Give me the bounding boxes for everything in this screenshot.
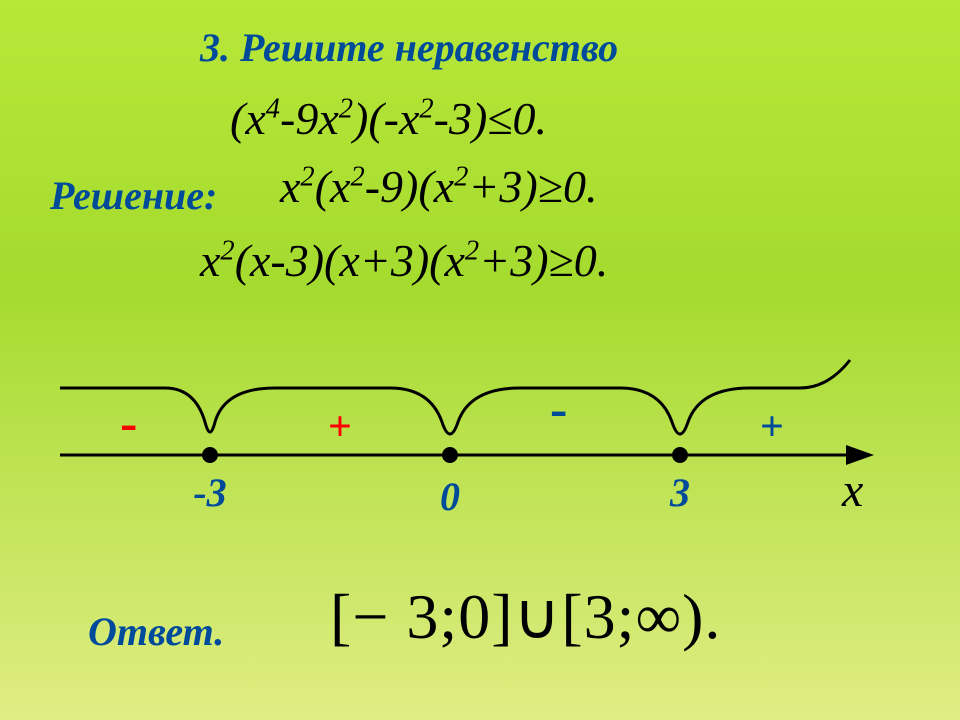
axis-point-label: 0 <box>440 474 460 519</box>
axis-variable-label: х <box>841 464 863 517</box>
axis-arrowhead <box>846 445 874 465</box>
axis-point <box>672 447 688 463</box>
solution-label: Решение: <box>50 172 217 219</box>
problem-title: 3. Решите неравенство <box>200 24 618 71</box>
inequality-step1: х2(х2-9)(х2+3)≥0. <box>280 160 597 213</box>
axis-point <box>202 447 218 463</box>
sign-curve <box>60 360 850 434</box>
number-line-diagram: -3 0 3 - + - + х <box>50 330 910 540</box>
axis-point <box>442 447 458 463</box>
interval-sign: + <box>760 404 784 450</box>
interval-sign: - <box>120 395 137 452</box>
answer-label: Ответ. <box>88 608 224 655</box>
axis-point-label: -3 <box>193 470 226 515</box>
axis-point-label: 3 <box>669 470 690 515</box>
inequality-step2: х2(х-3)(х+3)(х2+3)≥0. <box>200 234 608 287</box>
interval-sign: + <box>328 404 352 450</box>
answer-expression: [− 3;0]∪[3;∞). <box>330 580 721 654</box>
inequality-original: (х4-9х2)(-х2-3)≤0. <box>230 92 547 145</box>
interval-sign: - <box>550 381 567 438</box>
